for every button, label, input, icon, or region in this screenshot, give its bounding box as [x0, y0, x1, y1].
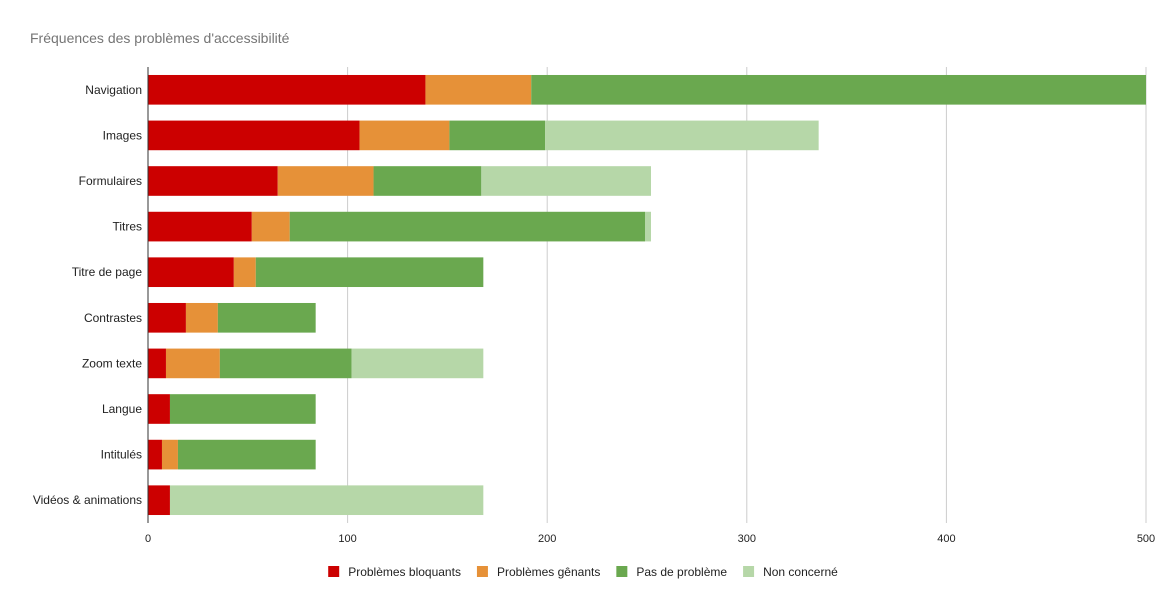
- category-label: Formulaires: [79, 174, 142, 188]
- bar-segment: [449, 120, 546, 151]
- bar-segment: [255, 257, 484, 288]
- legend-item: Problèmes bloquants: [328, 565, 461, 579]
- legend: Problèmes bloquants Problèmes gênants Pas …: [328, 565, 838, 579]
- bar-segment: [351, 348, 484, 379]
- legend-item: Pas de problème: [616, 565, 727, 579]
- category-label: Titres: [112, 220, 142, 234]
- category-label: Zoom texte: [82, 356, 142, 370]
- bar-segment: [177, 439, 316, 470]
- bar-segment: [148, 439, 162, 470]
- category-label: Contrastes: [84, 311, 142, 325]
- bar-segment: [169, 485, 484, 516]
- bar-segment: [148, 348, 166, 379]
- bar-segment: [425, 74, 532, 105]
- bar-segment: [185, 302, 218, 333]
- legend-label: Non concerné: [763, 565, 838, 579]
- bar-segment: [481, 166, 651, 196]
- bar-segment: [545, 120, 819, 151]
- bar-segment: [148, 120, 360, 151]
- bar-segment: [148, 302, 186, 333]
- category-label: Navigation: [85, 83, 142, 97]
- legend-label: Problèmes bloquants: [348, 565, 461, 579]
- bar-segment: [148, 74, 426, 105]
- bar-segment: [148, 394, 170, 424]
- gridlines: [347, 67, 1147, 523]
- bar-segment: [217, 302, 316, 333]
- legend-label: Pas de problème: [636, 565, 727, 579]
- category-label: Titre de page: [72, 265, 143, 279]
- legend-swatch: [328, 566, 340, 577]
- x-axis-tick-labels: 0 100 200 300 400 500: [145, 533, 1155, 545]
- bar-segment: [645, 211, 651, 242]
- bar-segment: [233, 257, 256, 288]
- category-label: Vidéos & animations: [33, 493, 142, 507]
- bar-segment: [219, 348, 352, 379]
- legend-item: Non concerné: [743, 565, 838, 579]
- legend-swatch: [743, 566, 755, 577]
- legend-swatch: [476, 566, 488, 577]
- x-tick-label: 200: [538, 533, 556, 545]
- bars: [148, 74, 1146, 516]
- bar-segment: [148, 211, 252, 242]
- bar-segment: [373, 166, 482, 196]
- bar-segment: [359, 120, 450, 151]
- bar-segment: [148, 166, 278, 196]
- category-label: Langue: [102, 402, 142, 416]
- x-tick-label: 500: [1137, 533, 1155, 545]
- bar-segment: [277, 166, 374, 196]
- category-labels: Navigation Images Formulaires Titres Titre d…: [33, 83, 143, 507]
- x-tick-label: 100: [338, 533, 356, 545]
- bar-segment: [289, 211, 646, 242]
- bar-segment: [161, 439, 178, 470]
- bar-segment: [251, 211, 290, 242]
- category-label: Images: [103, 128, 142, 142]
- x-tick-label: 300: [738, 533, 756, 545]
- bar-segment: [169, 394, 316, 424]
- category-label: Intitulés: [101, 448, 142, 462]
- legend-swatch: [616, 566, 628, 577]
- x-tick-label: 400: [937, 533, 955, 545]
- legend-item: Problèmes gênants: [476, 565, 600, 579]
- chart-title: Fréquences des problèmes d'accessibilité: [30, 30, 290, 46]
- bar-segment: [531, 74, 1146, 105]
- legend-label: Problèmes gênants: [497, 565, 600, 579]
- x-tick-label: 0: [145, 533, 151, 545]
- bar-segment: [148, 485, 170, 516]
- bar-segment: [148, 257, 234, 288]
- bar-segment: [165, 348, 220, 379]
